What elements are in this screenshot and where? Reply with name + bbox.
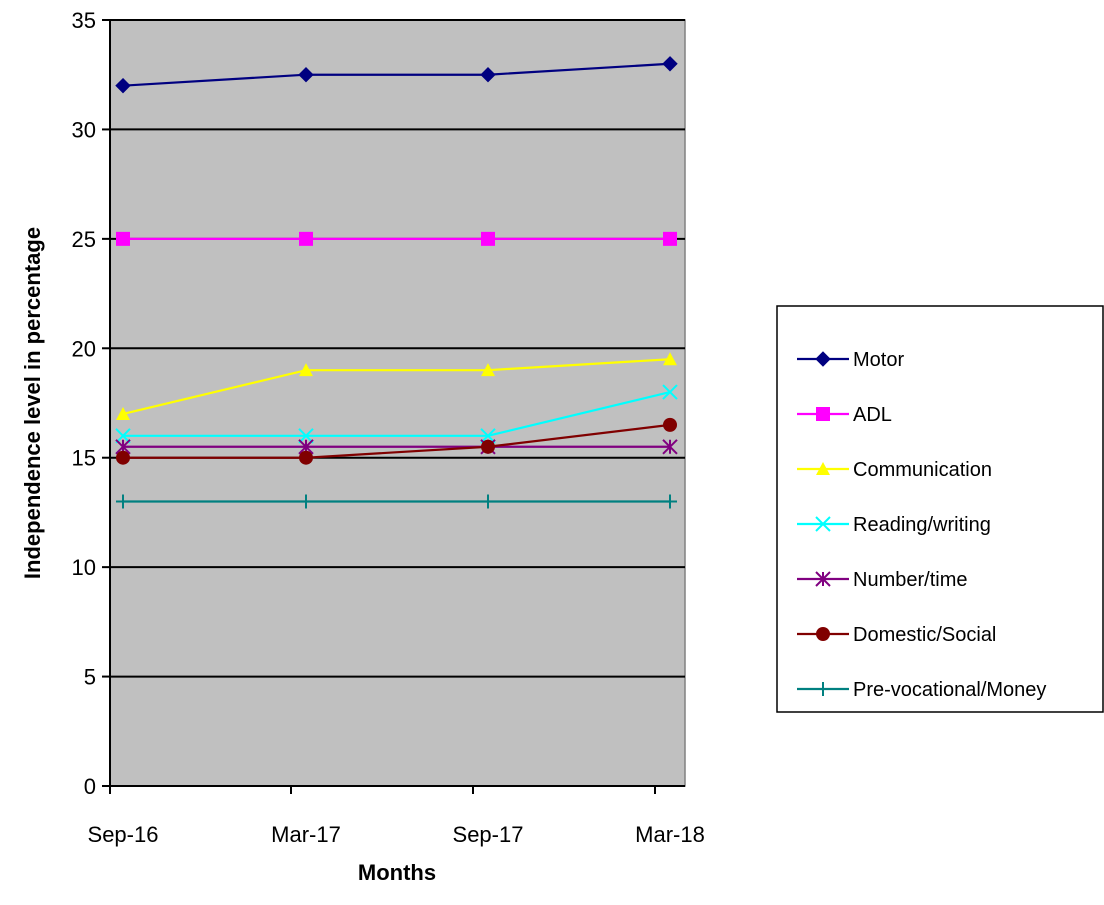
data-point	[116, 406, 130, 420]
series-adl	[116, 231, 677, 246]
legend-label: Reading/writing	[853, 514, 991, 536]
x-axis-title: Months	[358, 860, 436, 885]
series-line	[123, 390, 671, 437]
y-tick-label: 5	[84, 665, 96, 690]
data-point	[115, 428, 131, 444]
legend-marker	[816, 627, 830, 641]
data-point	[299, 494, 313, 509]
data-point	[480, 428, 496, 444]
x-tick-label: Mar-18	[635, 822, 705, 847]
series-line	[122, 62, 671, 87]
legend-item-reading-writing: Reading/writing	[797, 514, 991, 536]
x-tick-labels: Sep-16 Mar-17 Sep-17 Mar-18	[88, 822, 705, 847]
data-point	[299, 231, 313, 246]
x-tick-label: Mar-17	[271, 822, 341, 847]
series-line	[123, 423, 671, 459]
y-tick-labels: 0 5 10 15 20 25 30 35	[72, 8, 96, 799]
y-tick-label: 10	[72, 555, 96, 580]
axes	[102, 19, 685, 794]
data-point	[116, 494, 130, 509]
data-point	[662, 56, 678, 72]
legend-item-number-time: Number/time	[797, 569, 967, 591]
series-motor	[115, 56, 678, 94]
series-domestic-social	[116, 417, 677, 465]
data-point	[663, 417, 677, 432]
data-point	[662, 439, 678, 455]
plot-area	[109, 19, 686, 787]
legend-item-adl: ADL	[797, 404, 892, 426]
legend-item-motor: Motor	[797, 349, 904, 371]
legend-marker	[815, 351, 831, 367]
x-tick-label: Sep-17	[453, 822, 524, 847]
y-tick-label: 35	[72, 8, 96, 33]
data-point	[116, 231, 130, 246]
data-point	[481, 231, 495, 246]
data-point	[481, 363, 495, 377]
data-point	[663, 494, 677, 509]
legend-item-pre-vocational-money: Pre-vocational/Money	[797, 679, 1046, 701]
legend-marker	[815, 516, 831, 532]
legend-label: Communication	[853, 459, 992, 481]
x-tick-label: Sep-16	[88, 822, 159, 847]
data-point	[116, 450, 130, 465]
legend-marker	[816, 407, 830, 421]
series-line	[122, 358, 671, 416]
legend-label: Number/time	[853, 569, 967, 591]
data-point	[299, 363, 313, 377]
legend-label: Motor	[853, 349, 904, 371]
legend-box	[776, 305, 1104, 713]
series-reading-writing	[115, 384, 678, 444]
legend-label: Domestic/Social	[853, 624, 996, 646]
legend-label: Pre-vocational/Money	[853, 679, 1046, 701]
series-pre-vocational-money	[116, 494, 677, 509]
legend-marker	[816, 682, 830, 696]
data-point	[115, 77, 131, 94]
legend-item-domestic-social: Domestic/Social	[797, 624, 996, 646]
data-point	[481, 494, 495, 509]
legend-item-communication: Communication	[797, 459, 992, 481]
y-tick-label: 0	[84, 774, 96, 799]
legend: Motor ADL Communication Reading/writing Numb…	[797, 349, 1046, 701]
y-axis-title: Independence level in percentage	[20, 227, 45, 579]
legend-marker	[816, 462, 830, 475]
y-tick-label: 30	[72, 117, 96, 142]
data-point	[662, 384, 678, 400]
data-point	[480, 67, 496, 83]
data-point	[663, 352, 677, 366]
series-layer	[115, 56, 678, 509]
legend-label: ADL	[853, 404, 892, 426]
series-communication	[116, 352, 677, 420]
data-point	[481, 439, 495, 454]
data-point	[299, 450, 313, 465]
y-tick-label: 25	[72, 227, 96, 252]
data-point	[298, 428, 314, 444]
legend-marker	[815, 571, 831, 587]
data-point	[298, 67, 314, 83]
y-tick-label: 20	[72, 336, 96, 361]
y-tick-label: 15	[72, 446, 96, 471]
data-point	[663, 231, 677, 246]
